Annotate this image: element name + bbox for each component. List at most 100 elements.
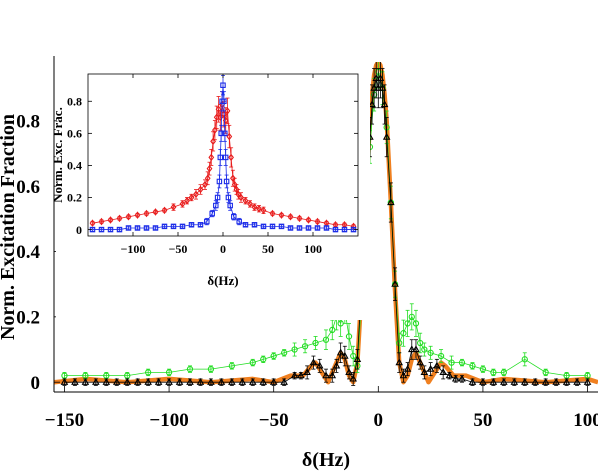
data-point bbox=[387, 198, 395, 206]
data-point bbox=[332, 226, 339, 233]
x-tick-label: 0 bbox=[374, 410, 384, 431]
data-point bbox=[353, 355, 362, 362]
data-point bbox=[92, 377, 100, 385]
data-point bbox=[439, 368, 447, 376]
x-tick-label: −100 bbox=[121, 242, 146, 256]
data-point bbox=[175, 377, 184, 385]
y-axis-title: Norm. Excitation Fraction bbox=[0, 114, 19, 340]
data-point bbox=[71, 377, 79, 385]
data-point bbox=[204, 218, 210, 225]
data-point bbox=[188, 222, 195, 228]
data-point bbox=[583, 377, 592, 385]
data-point bbox=[269, 377, 278, 385]
data-point bbox=[98, 226, 105, 233]
data-point bbox=[312, 339, 319, 347]
data-point bbox=[143, 225, 150, 231]
data-point bbox=[301, 343, 309, 350]
data-point bbox=[270, 352, 277, 360]
y-tick-label: 0.8 bbox=[16, 111, 40, 132]
data-point bbox=[125, 212, 132, 221]
data-point bbox=[123, 377, 132, 385]
data-point bbox=[345, 333, 353, 340]
inset-plot: −100 −50 0 50 100 0 0.2 0.4 0.6 0.8 δ(Hz) Norm. Exc… bbox=[50, 73, 359, 288]
data-point bbox=[416, 358, 424, 366]
data-point bbox=[208, 153, 215, 162]
data-point bbox=[323, 225, 330, 231]
data-point bbox=[188, 193, 195, 202]
data-point bbox=[396, 339, 403, 347]
data-point bbox=[184, 196, 190, 205]
data-point bbox=[374, 83, 383, 91]
series-2 bbox=[89, 75, 357, 233]
data-point bbox=[249, 359, 256, 366]
data-point bbox=[315, 361, 324, 369]
data-point bbox=[278, 211, 285, 219]
data-point bbox=[134, 225, 141, 231]
data-point bbox=[297, 371, 305, 379]
main-plot: −150 −100 −50 0 50 100 0 0.2 0.4 0.6 0.8 δ(Hz) Norm.… bbox=[0, 56, 598, 471]
inset-background bbox=[56, 62, 370, 320]
data-point bbox=[210, 137, 216, 146]
data-point bbox=[228, 153, 234, 162]
data-point bbox=[112, 377, 121, 385]
x-tick-label: 100 bbox=[573, 410, 598, 431]
data-point bbox=[395, 358, 404, 366]
data-point bbox=[376, 74, 385, 81]
data-point bbox=[186, 365, 194, 373]
data-point bbox=[161, 206, 168, 215]
data-point bbox=[520, 377, 529, 385]
y-tick-label: 0.2 bbox=[67, 191, 82, 205]
data-point bbox=[479, 377, 487, 385]
series-1 bbox=[89, 91, 357, 231]
data-point bbox=[145, 369, 152, 376]
data-point bbox=[179, 200, 186, 208]
data-point bbox=[186, 377, 194, 385]
data-point bbox=[60, 377, 69, 385]
y-axis-title: Norm. Exc. Frac. bbox=[50, 107, 65, 203]
x-tick-label: −100 bbox=[149, 410, 188, 431]
y-tick-label: 0 bbox=[31, 373, 41, 394]
data-point bbox=[170, 223, 177, 230]
data-point bbox=[490, 369, 497, 376]
data-point bbox=[217, 377, 226, 385]
data-point bbox=[426, 364, 435, 372]
data-point bbox=[256, 204, 262, 213]
x-tick-label: −50 bbox=[169, 242, 188, 256]
data-point bbox=[489, 377, 498, 385]
data-point bbox=[217, 154, 224, 161]
data-point bbox=[281, 349, 288, 356]
data-point bbox=[214, 194, 221, 201]
data-point bbox=[143, 209, 150, 218]
plot-area bbox=[89, 75, 357, 233]
data-point bbox=[531, 377, 540, 385]
data-point bbox=[259, 377, 268, 385]
x-tick-label: −50 bbox=[259, 410, 289, 431]
data-point bbox=[251, 203, 258, 211]
data-point bbox=[412, 345, 420, 353]
data-point bbox=[305, 225, 312, 231]
x-tick-label: 100 bbox=[304, 242, 322, 256]
data-point bbox=[228, 362, 235, 370]
data-point bbox=[382, 132, 391, 140]
data-point bbox=[107, 226, 114, 233]
data-point bbox=[260, 356, 267, 363]
data-point bbox=[102, 377, 111, 385]
data-point bbox=[225, 194, 232, 201]
data-point bbox=[399, 371, 408, 379]
data-point bbox=[193, 190, 199, 199]
data-point bbox=[152, 225, 159, 231]
data-point bbox=[420, 368, 429, 376]
data-point bbox=[269, 209, 276, 218]
data-point bbox=[380, 100, 389, 108]
data-point bbox=[216, 178, 223, 185]
x-tick-label: 0 bbox=[220, 242, 226, 256]
data-point bbox=[278, 223, 285, 230]
data-point bbox=[152, 208, 159, 216]
data-point bbox=[437, 352, 445, 360]
data-point bbox=[179, 223, 186, 230]
data-point bbox=[228, 377, 236, 385]
data-point bbox=[552, 377, 560, 385]
data-point bbox=[235, 190, 242, 199]
data-point bbox=[207, 365, 215, 373]
